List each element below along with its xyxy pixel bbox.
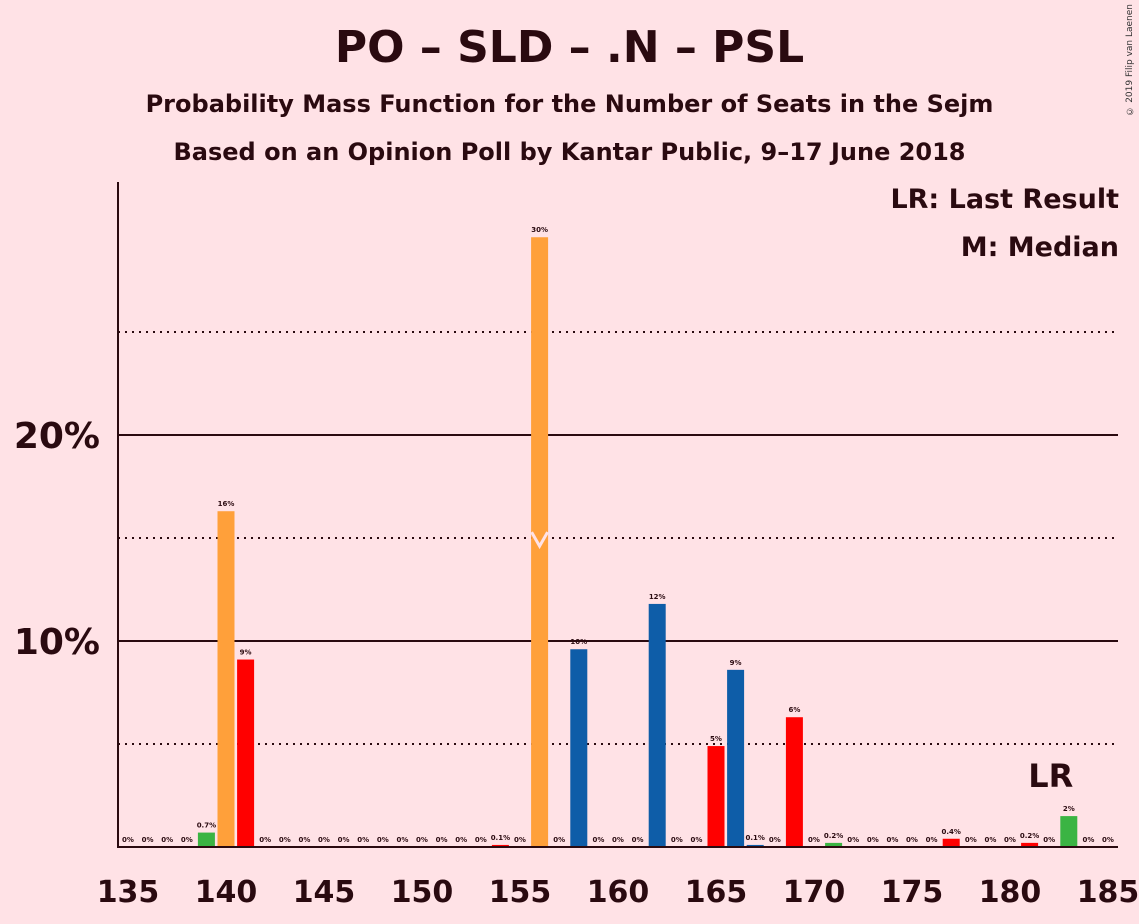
bar-label-172: 0% bbox=[847, 836, 859, 844]
bar-label-183: 2% bbox=[1063, 805, 1075, 813]
bar-label-152: 0% bbox=[455, 836, 467, 844]
bar-seat-140 bbox=[217, 511, 235, 847]
bar-label-173: 0% bbox=[867, 836, 879, 844]
bar-label-165: 5% bbox=[710, 735, 722, 743]
chart-subtitle-2: Based on an Opinion Poll by Kantar Publi… bbox=[173, 138, 966, 166]
x-tick-label: 170 bbox=[783, 875, 846, 910]
x-tick-label: 145 bbox=[293, 875, 356, 910]
bar-label-145: 0% bbox=[318, 836, 330, 844]
bar-label-143: 0% bbox=[279, 836, 291, 844]
bar-seat-167 bbox=[746, 844, 764, 847]
bar-label-184: 0% bbox=[1082, 836, 1094, 844]
bar-label-160: 0% bbox=[612, 836, 624, 844]
bar-label-185: 0% bbox=[1102, 836, 1114, 844]
bar-label-175: 0% bbox=[906, 836, 918, 844]
bar-label-171: 0.2% bbox=[824, 832, 843, 840]
bar-label-149: 0% bbox=[396, 836, 408, 844]
x-tick-label: 175 bbox=[881, 875, 944, 910]
bar-label-162: 12% bbox=[649, 593, 666, 601]
bar-label-151: 0% bbox=[436, 836, 448, 844]
bar-label-177: 0.4% bbox=[941, 828, 960, 836]
bar-label-138: 0% bbox=[181, 836, 193, 844]
x-tick-label: 165 bbox=[685, 875, 748, 910]
x-tick-label: 180 bbox=[979, 875, 1042, 910]
bar-label-156: 30% bbox=[531, 226, 548, 234]
bar-label-155: 0% bbox=[514, 836, 526, 844]
bar-label-170: 0% bbox=[808, 836, 820, 844]
x-tick-label: 185 bbox=[1077, 875, 1139, 910]
bar-label-158: 10% bbox=[570, 638, 587, 646]
last-result-label: LR bbox=[1028, 757, 1073, 795]
legend-last-result: LR: Last Result bbox=[890, 184, 1119, 215]
bar-label-176: 0% bbox=[926, 836, 938, 844]
bar-label-139: 0.7% bbox=[197, 822, 216, 830]
bar-label-140: 16% bbox=[218, 500, 235, 508]
bar-seat-183 bbox=[1060, 816, 1078, 847]
bar-label-137: 0% bbox=[161, 836, 173, 844]
y-tick-label: 20% bbox=[14, 416, 100, 457]
bar-label-182: 0% bbox=[1043, 836, 1055, 844]
bar-seat-165 bbox=[707, 746, 725, 847]
bar-label-144: 0% bbox=[298, 836, 310, 844]
bar-label-148: 0% bbox=[377, 836, 389, 844]
bar-label-178: 0% bbox=[965, 836, 977, 844]
bar-seat-154 bbox=[491, 844, 509, 847]
bar-label-150: 0% bbox=[416, 836, 428, 844]
bar-label-169: 6% bbox=[788, 706, 800, 714]
bar-label-141: 9% bbox=[240, 649, 252, 657]
chart-title: PO – SLD – .N – PSL bbox=[334, 22, 805, 73]
x-tick-label: 135 bbox=[97, 875, 160, 910]
bar-seat-166 bbox=[727, 669, 745, 847]
bar-seat-169 bbox=[785, 717, 803, 847]
bar-label-159: 0% bbox=[592, 836, 604, 844]
bar-label-181: 0.2% bbox=[1020, 832, 1039, 840]
bar-seat-162 bbox=[648, 603, 666, 847]
bar-label-142: 0% bbox=[259, 836, 271, 844]
bar-seat-177 bbox=[942, 838, 960, 847]
bar-label-157: 0% bbox=[553, 836, 565, 844]
bar-label-166: 9% bbox=[730, 659, 742, 667]
bar-label-147: 0% bbox=[357, 836, 369, 844]
bar-label-168: 0% bbox=[769, 836, 781, 844]
bar-seat-156 bbox=[531, 237, 549, 848]
x-tick-label: 155 bbox=[489, 875, 552, 910]
bar-label-164: 0% bbox=[690, 836, 702, 844]
bar-label-146: 0% bbox=[338, 836, 350, 844]
median-marker bbox=[530, 531, 549, 550]
x-tick-label: 140 bbox=[195, 875, 258, 910]
bar-label-161: 0% bbox=[632, 836, 644, 844]
bar-label-163: 0% bbox=[671, 836, 683, 844]
x-tick-label: 150 bbox=[391, 875, 454, 910]
bar-seat-141 bbox=[237, 659, 255, 847]
chart-subtitle-1: Probability Mass Function for the Number… bbox=[145, 90, 994, 118]
bar-label-174: 0% bbox=[886, 836, 898, 844]
bar-seat-139 bbox=[197, 832, 215, 847]
bar-seat-158 bbox=[570, 649, 588, 847]
bar-label-135: 0% bbox=[122, 836, 134, 844]
bar-seat-171 bbox=[825, 842, 843, 847]
bar-label-167: 0.1% bbox=[745, 834, 764, 842]
bar-label-136: 0% bbox=[142, 836, 154, 844]
bar-label-179: 0% bbox=[984, 836, 996, 844]
y-tick-label: 10% bbox=[14, 622, 100, 663]
legend-median: M: Median bbox=[960, 232, 1119, 263]
bar-seat-181 bbox=[1021, 842, 1039, 847]
x-tick-label: 160 bbox=[587, 875, 650, 910]
bar-label-180: 0% bbox=[1004, 836, 1016, 844]
bar-label-153: 0% bbox=[475, 836, 487, 844]
bar-label-154: 0.1% bbox=[491, 834, 510, 842]
